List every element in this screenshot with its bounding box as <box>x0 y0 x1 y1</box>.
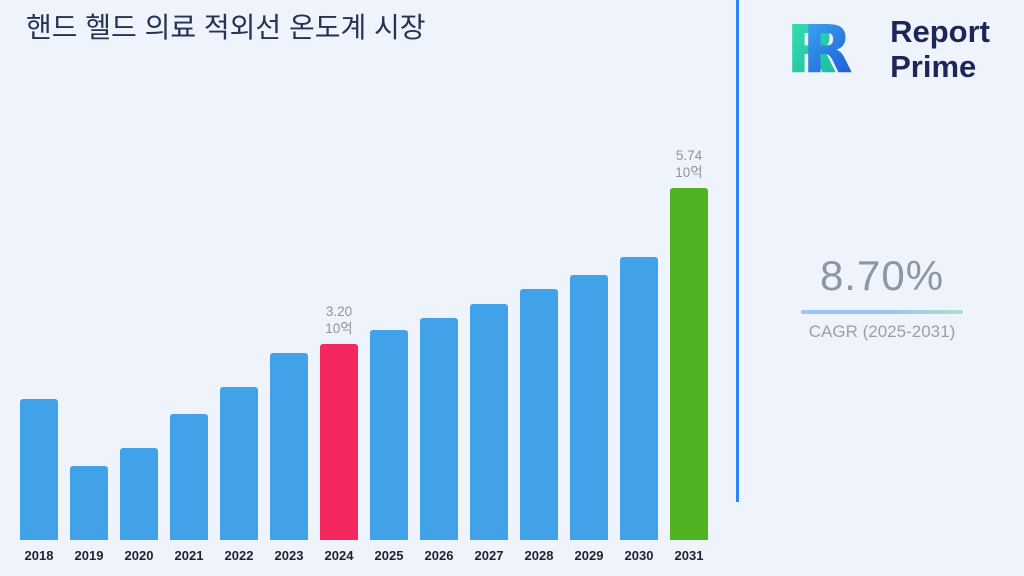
bar-2022 <box>220 387 258 540</box>
bar-2020 <box>120 448 158 540</box>
bar-2024 <box>320 344 358 540</box>
year-label-2020: 2020 <box>124 548 154 563</box>
logo-mark-front-glyph: R <box>802 11 853 88</box>
bar-2028 <box>520 289 558 540</box>
year-label-2027: 2027 <box>474 548 504 563</box>
year-label-2031: 2031 <box>674 548 704 563</box>
bar-annotation-2031: 5.74 10억 <box>675 147 703 181</box>
bar-slot-2019: 2019 <box>64 466 114 564</box>
bar-slot-2029: 2029 <box>564 275 614 564</box>
bar-2023 <box>270 353 308 540</box>
bar-2026 <box>420 318 458 540</box>
year-label-2023: 2023 <box>274 548 304 563</box>
bar-2025 <box>370 330 408 540</box>
bar-2031 <box>670 188 708 540</box>
cagr-label: CAGR (2025-2031) <box>808 322 956 341</box>
bar-slot-2028: 2028 <box>514 289 564 564</box>
year-label-2018: 2018 <box>24 548 54 563</box>
year-label-2024: 2024 <box>324 548 354 563</box>
bar-slot-2030: 2030 <box>614 257 664 564</box>
bar-2029 <box>570 275 608 540</box>
report-prime-logo-icon: R R <box>786 12 878 88</box>
logo-mark-back-glyph: R <box>786 12 837 88</box>
year-label-2019: 2019 <box>74 548 104 563</box>
year-label-2022: 2022 <box>224 548 254 563</box>
logo-text: Report Prime <box>890 15 990 84</box>
year-label-2028: 2028 <box>524 548 554 563</box>
panel-divider <box>736 0 739 502</box>
logo-text-prime: Prime <box>890 49 977 84</box>
bar-slot-2024: 3.20 10억 2024 <box>314 304 364 564</box>
bar-2030 <box>620 257 658 540</box>
year-label-2029: 2029 <box>574 548 604 563</box>
bar-slot-2026: 2026 <box>414 318 464 564</box>
bar-annotation-2024: 3.20 10억 <box>325 303 353 337</box>
bar-slot-2031: 5.74 10억 2031 <box>664 148 714 564</box>
bar-slot-2025: 2025 <box>364 330 414 564</box>
bar-slot-2018: 2018 <box>14 399 64 564</box>
bar-slot-2027: 2027 <box>464 304 514 564</box>
bar-2021 <box>170 414 208 540</box>
bar-slot-2021: 2021 <box>164 414 214 564</box>
cagr-value: 8.70% <box>819 252 945 299</box>
chart-title: 핸드 헬드 의료 적외선 온도계 시장 <box>26 12 426 43</box>
cagr-underline-accent <box>801 310 963 314</box>
bar-2019 <box>70 466 108 540</box>
year-label-2030: 2030 <box>624 548 654 563</box>
logo-text-report: Report <box>890 14 990 50</box>
year-label-2026: 2026 <box>424 548 454 563</box>
bar-chart: 2018 2019 2020 2021 2022 2023 3.20 10억 2024 2025 2… <box>14 148 714 564</box>
bar-slot-2023: 2023 <box>264 353 314 564</box>
bar-2027 <box>470 304 508 540</box>
report-prime-logo: R R Report Prime <box>786 12 990 88</box>
bar-slot-2022: 2022 <box>214 387 264 564</box>
bar-2018 <box>20 399 58 540</box>
bar-slot-2020: 2020 <box>114 448 164 564</box>
cagr-block: 8.70% CAGR (2025-2031) <box>740 252 1024 342</box>
year-label-2025: 2025 <box>374 548 404 563</box>
year-label-2021: 2021 <box>174 548 204 563</box>
